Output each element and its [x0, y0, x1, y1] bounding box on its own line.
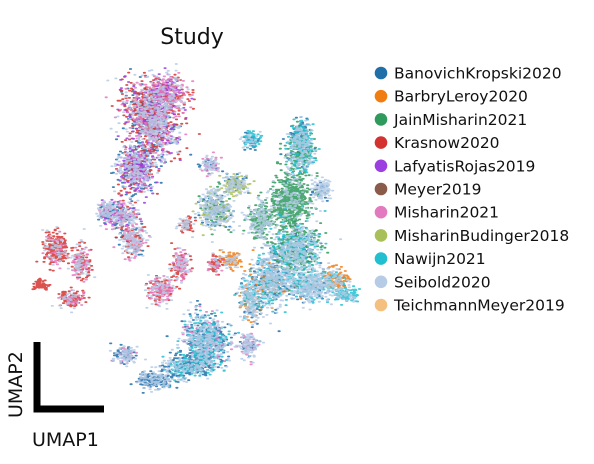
umap-points-series: [31, 71, 225, 308]
umap-points-series: [159, 116, 362, 389]
x-axis-label: UMAP1: [32, 429, 99, 451]
legend-marker: [374, 182, 388, 196]
legend-marker: [374, 252, 388, 265]
umap-points-series: [41, 63, 357, 393]
legend-label: LafyatisRojas2019: [394, 157, 535, 175]
umap-axis-indicator: UMAP1 UMAP2: [5, 342, 104, 451]
legend-marker: [374, 66, 388, 80]
legend: BanovichKropski2020 BarbryLeroy2020 JainMi…: [374, 65, 569, 315]
legend-marker: [374, 229, 388, 242]
legend-label: MisharinBudinger2018: [394, 227, 569, 245]
chart-title: Study: [160, 25, 224, 50]
legend-marker: [374, 159, 388, 173]
legend-label: BarbryLeroy2020: [394, 88, 528, 106]
legend-label: TeichmannMeyer2019: [393, 297, 565, 315]
legend-label: Nawijn2021: [394, 250, 486, 268]
umap-point-clouds: [31, 63, 362, 394]
legend-marker: [374, 275, 388, 289]
legend-label: Meyer2019: [394, 181, 481, 199]
legend-label: Misharin2021: [394, 204, 499, 222]
legend-marker: [374, 113, 388, 126]
legend-marker: [374, 298, 388, 312]
legend-label: JainMisharin2021: [393, 111, 527, 129]
legend-marker: [374, 136, 388, 149]
legend-label: Seibold2020: [394, 273, 491, 291]
legend-marker: [374, 205, 388, 219]
legend-label: BanovichKropski2020: [394, 65, 562, 83]
legend-marker: [374, 89, 388, 103]
legend-label: Krasnow2020: [394, 134, 500, 152]
y-axis-label: UMAP2: [5, 351, 27, 418]
